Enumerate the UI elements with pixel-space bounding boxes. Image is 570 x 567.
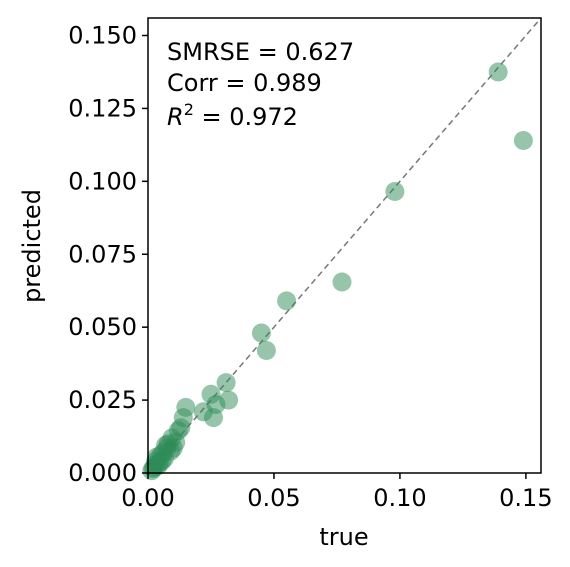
scatter-point [256,341,276,360]
plot-frame [147,17,542,474]
r2-exponent: 2 [184,100,194,119]
x-axis-title: true [319,523,368,551]
r2-value: = 0.972 [194,103,298,131]
y-tick-label: 0.150 [68,22,137,50]
scatter-point [385,182,405,201]
y-tick-label: 0.075 [68,240,137,268]
y-tick-label: 0.100 [68,167,137,195]
scatter-point [488,62,508,82]
x-tick-label: 0.00 [121,484,174,512]
scatter-point [332,272,352,292]
scatter-point [219,390,239,410]
y-tick-label: 0.125 [68,94,137,122]
y-tick-label: 0.025 [68,386,137,414]
scatter-point [513,131,533,150]
scatter-point [277,291,297,311]
scatter-point [251,323,271,343]
r2-annotation: R2 = 0.972 [167,100,298,131]
x-tick-label: 0.10 [373,484,426,512]
scatter-point [176,397,196,417]
scatter-point [216,373,236,393]
x-tick-label: 0.05 [247,484,300,512]
y-tick-label: 0.050 [68,313,137,341]
y-tick-label: 0.000 [68,459,137,487]
x-tick-label: 0.15 [499,484,552,512]
corr-annotation: Corr = 0.989 [167,69,322,97]
r2-symbol: R [167,103,184,131]
smrse-annotation: SMRSE = 0.627 [167,38,354,66]
y-axis-title: predicted [18,189,46,303]
